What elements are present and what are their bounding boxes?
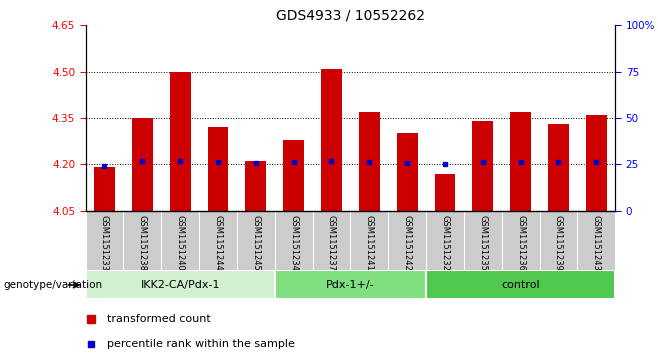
Bar	[283, 139, 304, 211]
Bar	[207, 127, 228, 211]
Bar	[426, 270, 615, 299]
Bar	[86, 270, 275, 299]
Text: GSM1151240: GSM1151240	[176, 215, 185, 271]
Bar	[586, 115, 607, 211]
Text: GSM1151238: GSM1151238	[138, 215, 147, 271]
Text: GSM1151242: GSM1151242	[403, 215, 412, 271]
Bar	[245, 161, 266, 211]
Bar	[548, 124, 569, 211]
Text: GSM1151232: GSM1151232	[440, 215, 449, 271]
Text: Pdx-1+/-: Pdx-1+/-	[326, 280, 374, 290]
Text: transformed count: transformed count	[107, 314, 211, 323]
Text: control: control	[501, 280, 540, 290]
Text: GSM1151234: GSM1151234	[289, 215, 298, 271]
Text: genotype/variation: genotype/variation	[3, 280, 103, 290]
Text: IKK2-CA/Pdx-1: IKK2-CA/Pdx-1	[140, 280, 220, 290]
Bar	[321, 69, 342, 211]
Bar	[170, 72, 191, 211]
Text: GSM1151244: GSM1151244	[213, 215, 222, 271]
Text: GSM1151239: GSM1151239	[554, 215, 563, 271]
Bar	[434, 174, 455, 211]
Bar	[359, 112, 380, 211]
Title: GDS4933 / 10552262: GDS4933 / 10552262	[276, 9, 425, 23]
Bar	[275, 270, 426, 299]
Bar	[397, 134, 418, 211]
Text: GSM1151241: GSM1151241	[365, 215, 374, 271]
Bar	[510, 112, 531, 211]
Bar	[94, 167, 115, 211]
Text: GSM1151243: GSM1151243	[592, 215, 601, 271]
Bar	[472, 121, 494, 211]
Text: GSM1151237: GSM1151237	[327, 215, 336, 271]
Text: GSM1151233: GSM1151233	[100, 215, 109, 271]
Bar	[132, 118, 153, 211]
Text: GSM1151236: GSM1151236	[516, 215, 525, 271]
Text: percentile rank within the sample: percentile rank within the sample	[107, 339, 295, 349]
Text: GSM1151235: GSM1151235	[478, 215, 488, 271]
Text: GSM1151245: GSM1151245	[251, 215, 261, 271]
